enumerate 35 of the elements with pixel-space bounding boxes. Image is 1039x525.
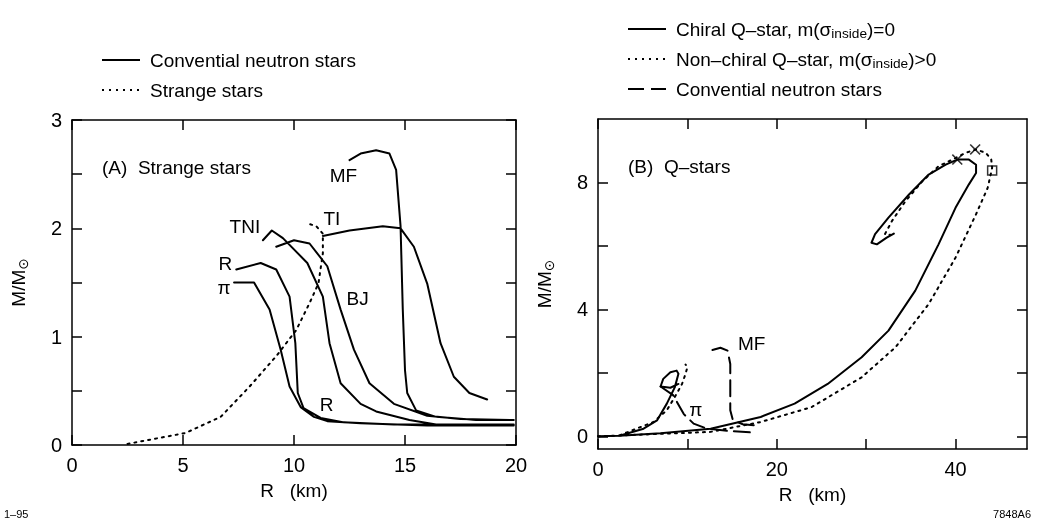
text: (A) Strange stars (102, 157, 251, 178)
x-tick-label: 10 (282, 454, 306, 476)
x-tick-label: 0 (66, 454, 78, 476)
text: (B) Q–stars (628, 156, 731, 177)
y-tick-label: 8 (576, 171, 588, 194)
legend-label: Strange stars (150, 79, 263, 101)
annotation: MF (737, 333, 766, 355)
y-tick-label: 3 (50, 109, 62, 131)
annotation: TNI (229, 215, 261, 237)
x-tick-label: 40 (944, 458, 967, 480)
x-axis-title: R (km) (260, 480, 328, 501)
annotation: π (217, 277, 231, 298)
y-axis-title: M/M⊙ (534, 259, 557, 309)
x-tick-label: 15 (393, 454, 417, 476)
annotation: BJ (346, 288, 369, 310)
legend-label: Convential neutron stars (150, 49, 356, 71)
y-tick-label: 0 (576, 425, 588, 448)
y-tick-label: 4 (576, 298, 588, 321)
y-axis-title: M/M⊙ (8, 258, 31, 307)
x-axis-title: R (km) (778, 484, 847, 505)
y-tick-label: 0 (50, 434, 62, 456)
annotation: π (689, 398, 703, 420)
y-tick-label: 2 (50, 217, 62, 240)
annotation: R (319, 394, 334, 416)
y-tick-label: 1 (50, 325, 62, 348)
annotation: TI (323, 208, 341, 230)
legend-label: Convential neutron stars (676, 78, 882, 100)
x-tick-label: 5 (177, 454, 189, 476)
text: 1–95 (4, 507, 29, 520)
annotation: MF (329, 164, 358, 186)
annotation: R (218, 253, 233, 274)
text: 7848A6 (993, 507, 1032, 520)
x-tick-label: 20 (504, 454, 528, 476)
x-tick-label: 0 (592, 458, 604, 480)
x-tick-label: 20 (765, 458, 788, 480)
